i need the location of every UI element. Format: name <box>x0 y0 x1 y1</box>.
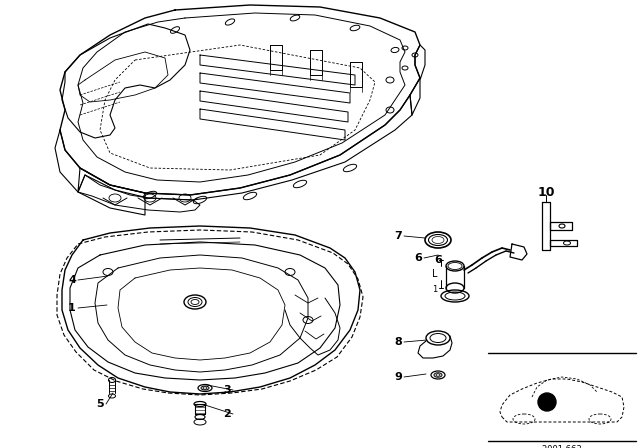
Text: 7: 7 <box>394 231 402 241</box>
Circle shape <box>538 393 556 411</box>
Text: 6: 6 <box>414 253 422 263</box>
Text: 8: 8 <box>394 337 402 347</box>
Text: 9: 9 <box>394 372 402 382</box>
Text: 1: 1 <box>68 303 76 313</box>
Text: 2: 2 <box>223 409 231 419</box>
Text: 10: 10 <box>537 185 555 198</box>
Text: 5: 5 <box>96 399 104 409</box>
Text: 2001 663: 2001 663 <box>542 444 582 448</box>
Text: 3: 3 <box>223 385 231 395</box>
Text: 4: 4 <box>68 275 76 285</box>
Text: 6: 6 <box>434 255 442 265</box>
Text: L: L <box>432 269 438 279</box>
Text: 1: 1 <box>433 285 438 294</box>
